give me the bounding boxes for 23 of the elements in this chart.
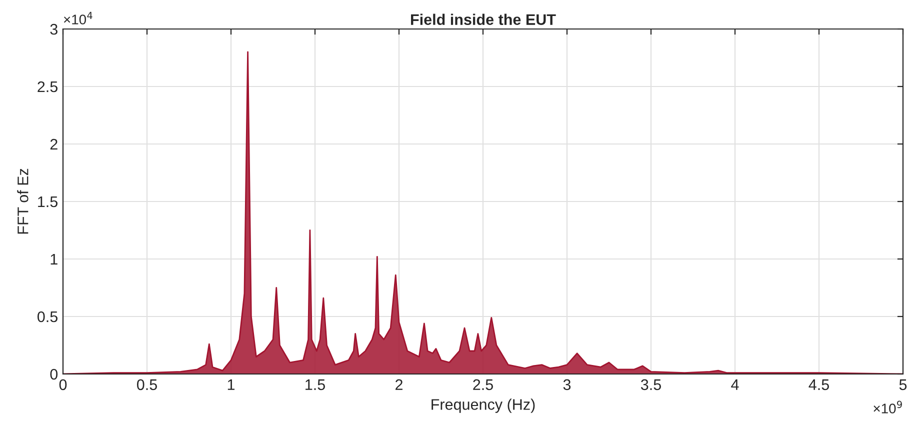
y-axis-title: FFT of Ez <box>17 168 28 234</box>
x-tick-label: 0.5 <box>136 379 157 390</box>
chart-title: Field inside the EUT <box>411 14 556 25</box>
x-tick-label: 1 <box>228 379 235 390</box>
x-tick-label: 5 <box>899 379 907 390</box>
x-tick-label: 3.5 <box>640 379 661 390</box>
y-tick-label: 1.5 <box>38 196 58 208</box>
y-tick-label: 1 <box>50 254 58 265</box>
y-tick-label: 2 <box>50 138 58 150</box>
x-tick-label: 2 <box>396 379 402 390</box>
text: ×10$^{9}$ <box>874 400 902 414</box>
x-tick-label: 3 <box>563 379 571 390</box>
text: ×10$^{4}$ <box>64 12 92 24</box>
y-tick-label: 2.5 <box>38 81 58 92</box>
y-tick-label: 0 <box>50 368 58 380</box>
x-tick-label: 4.5 <box>808 379 829 390</box>
x-axis-title: Frequency (Hz) <box>432 398 535 413</box>
x-tick-label: 0 <box>59 379 67 390</box>
y-tick-label: 3 <box>50 24 58 35</box>
x-tick-label: 4 <box>731 379 739 390</box>
y-tick-label: 0.5 <box>38 311 58 322</box>
x-tick-label: 1.5 <box>306 379 325 390</box>
x-tick-label: 2.5 <box>473 379 493 390</box>
